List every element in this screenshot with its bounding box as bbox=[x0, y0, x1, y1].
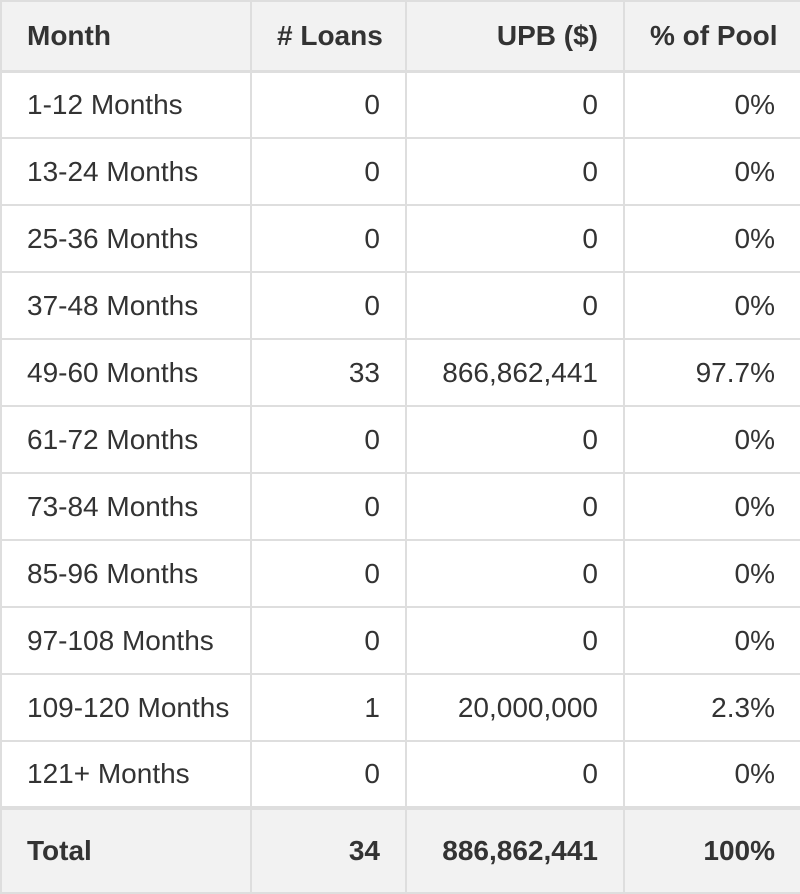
cell-upb: 0 bbox=[405, 405, 625, 474]
table-row: 97-108 Months 0 0 0% bbox=[0, 606, 800, 675]
cell-pct: 0% bbox=[623, 137, 800, 206]
cell-upb: 0 bbox=[405, 740, 625, 809]
cell-upb: 866,862,441 bbox=[405, 338, 625, 407]
cell-pct: 0% bbox=[623, 271, 800, 340]
cell-loans: 0 bbox=[250, 204, 407, 273]
table-row: 61-72 Months 0 0 0% bbox=[0, 405, 800, 474]
total-pct: 100% bbox=[623, 806, 800, 894]
table-row: 73-84 Months 0 0 0% bbox=[0, 472, 800, 541]
cell-loans: 0 bbox=[250, 70, 407, 139]
cell-loans: 1 bbox=[250, 673, 407, 742]
header-row: Month # Loans UPB ($) % of Pool bbox=[0, 0, 800, 73]
table-row: 109-120 Months 1 20,000,000 2.3% bbox=[0, 673, 800, 742]
cell-loans: 0 bbox=[250, 137, 407, 206]
cell-month: 37-48 Months bbox=[0, 271, 252, 340]
cell-upb: 0 bbox=[405, 606, 625, 675]
cell-upb: 0 bbox=[405, 204, 625, 273]
cell-month: 1-12 Months bbox=[0, 70, 252, 139]
cell-upb: 0 bbox=[405, 70, 625, 139]
cell-month: 25-36 Months bbox=[0, 204, 252, 273]
column-header-upb: UPB ($) bbox=[405, 0, 625, 73]
column-header-loans: # Loans bbox=[250, 0, 407, 73]
table-row: 1-12 Months 0 0 0% bbox=[0, 70, 800, 139]
table-row: 13-24 Months 0 0 0% bbox=[0, 137, 800, 206]
cell-month: 109-120 Months bbox=[0, 673, 252, 742]
table-row: 121+ Months 0 0 0% bbox=[0, 740, 800, 809]
total-loans: 34 bbox=[250, 806, 407, 894]
cell-loans: 0 bbox=[250, 271, 407, 340]
cell-pct: 0% bbox=[623, 606, 800, 675]
total-label: Total bbox=[0, 806, 252, 894]
cell-upb: 0 bbox=[405, 472, 625, 541]
table-row: 37-48 Months 0 0 0% bbox=[0, 271, 800, 340]
cell-pct: 0% bbox=[623, 472, 800, 541]
cell-upb: 0 bbox=[405, 137, 625, 206]
cell-pct: 0% bbox=[623, 204, 800, 273]
cell-pct: 97.7% bbox=[623, 338, 800, 407]
cell-pct: 0% bbox=[623, 539, 800, 608]
cell-month: 73-84 Months bbox=[0, 472, 252, 541]
total-row: Total 34 886,862,441 100% bbox=[0, 806, 800, 894]
cell-loans: 0 bbox=[250, 606, 407, 675]
table-row: 25-36 Months 0 0 0% bbox=[0, 204, 800, 273]
cell-upb: 0 bbox=[405, 539, 625, 608]
cell-month: 85-96 Months bbox=[0, 539, 252, 608]
table-row: 49-60 Months 33 866,862,441 97.7% bbox=[0, 338, 800, 407]
total-upb: 886,862,441 bbox=[405, 806, 625, 894]
cell-upb: 0 bbox=[405, 271, 625, 340]
cell-loans: 0 bbox=[250, 539, 407, 608]
cell-loans: 0 bbox=[250, 405, 407, 474]
cell-loans: 0 bbox=[250, 740, 407, 809]
cell-month: 13-24 Months bbox=[0, 137, 252, 206]
cell-month: 61-72 Months bbox=[0, 405, 252, 474]
cell-month: 97-108 Months bbox=[0, 606, 252, 675]
table-row: 85-96 Months 0 0 0% bbox=[0, 539, 800, 608]
cell-month: 49-60 Months bbox=[0, 338, 252, 407]
column-header-month: Month bbox=[0, 0, 252, 73]
cell-pct: 0% bbox=[623, 740, 800, 809]
cell-loans: 0 bbox=[250, 472, 407, 541]
cell-pct: 2.3% bbox=[623, 673, 800, 742]
cell-pct: 0% bbox=[623, 70, 800, 139]
cell-pct: 0% bbox=[623, 405, 800, 474]
column-header-pct-of-pool: % of Pool bbox=[623, 0, 800, 73]
cell-upb: 20,000,000 bbox=[405, 673, 625, 742]
cell-loans: 33 bbox=[250, 338, 407, 407]
cell-month: 121+ Months bbox=[0, 740, 252, 809]
